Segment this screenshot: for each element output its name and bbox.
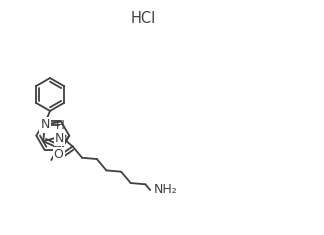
Text: NH₂: NH₂ (154, 184, 178, 196)
Text: N: N (55, 132, 64, 145)
Text: O: O (54, 148, 64, 161)
Text: HCl: HCl (130, 11, 156, 26)
Text: H: H (55, 119, 64, 132)
Text: N: N (40, 118, 50, 131)
